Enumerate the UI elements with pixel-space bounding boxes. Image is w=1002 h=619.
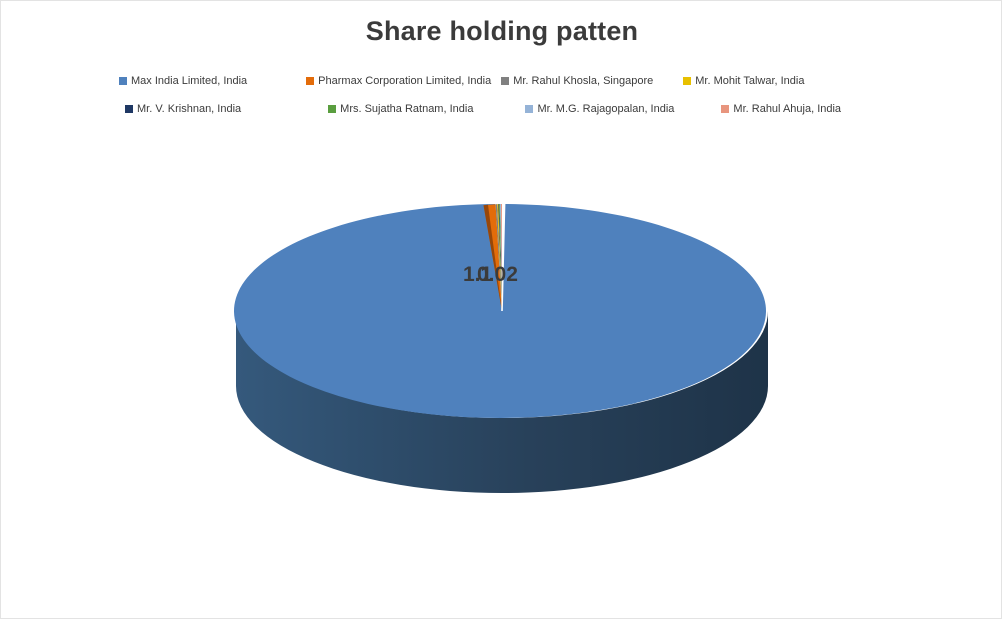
legend-swatch-icon [119,77,127,85]
legend-item-rahul-khosla[interactable]: Mr. Rahul Khosla, Singapore [501,74,654,87]
chart-legend: Max India Limited, India Pharmax Corpora… [1,71,1001,127]
legend-item-sujatha-ratnam[interactable]: Mrs. Sujatha Ratnam, India [328,102,474,115]
legend-swatch-icon [721,105,730,113]
pie-slice-mg-rajagopalan[interactable] [500,204,502,311]
legend-swatch-icon [525,105,534,113]
legend-swatch-icon [328,105,337,113]
pie-slice-v-krishnan[interactable] [498,204,502,311]
legend-swatch-icon [125,105,133,113]
data-label-rahul-khosla: 0.02 [477,263,518,286]
legend-item-label: Mr. V. Krishnan, India [137,102,242,115]
legend-item-max-india-limited[interactable]: Max India Limited, India [119,74,248,87]
legend-row: Max India Limited, India Pharmax Corpora… [1,71,1001,91]
pie-slice-pharmax-shadow [483,204,502,311]
pie-slice-separator [501,204,506,312]
legend-swatch-icon [306,77,315,85]
legend-item-label: Max India Limited, India [131,74,248,87]
plot-area: 1.1 0.02 98.88 [1,121,1001,618]
pie-slice-max-india-limited[interactable] [234,204,766,418]
legend-item-rahul-ahuja[interactable]: Mr. Rahul Ahuja, India [721,102,842,115]
data-label-pharmax: 1.1 [463,263,493,286]
legend-item-label: Mr. Rahul Ahuja, India [733,102,842,115]
legend-item-pharmax-corporation[interactable]: Pharmax Corporation Limited, India [306,74,492,87]
legend-swatch-icon [501,77,510,85]
pie-slice-mohit-talwar[interactable] [497,204,502,311]
pie-top-face [234,204,766,418]
pie-slice-rahul-khosla[interactable] [495,204,502,311]
legend-swatch-icon [683,77,692,85]
pie-chart-3d [234,204,768,493]
legend-item-v-krishnan[interactable]: Mr. V. Krishnan, India [125,102,242,115]
legend-item-mohit-talwar[interactable]: Mr. Mohit Talwar, India [683,74,805,87]
pie-slice-rahul-ahuja[interactable] [501,204,502,311]
pie-side-wall [236,311,768,493]
legend-item-label: Pharmax Corporation Limited, India [318,74,492,87]
legend-item-mg-rajagopalan[interactable]: Mr. M.G. Rajagopalan, India [525,102,675,115]
legend-row: Mr. V. Krishnan, India Mrs. Sujatha Ratn… [1,99,1001,119]
legend-item-label: Mr. Mohit Talwar, India [695,74,805,87]
pie-slice-sujatha-ratnam[interactable] [499,204,502,311]
legend-item-label: Mrs. Sujatha Ratnam, India [340,102,474,115]
legend-item-label: Mr. Rahul Khosla, Singapore [513,74,654,87]
legend-item-label: Mr. M.G. Rajagopalan, India [537,102,675,115]
chart-title: Share holding patten [365,16,639,46]
